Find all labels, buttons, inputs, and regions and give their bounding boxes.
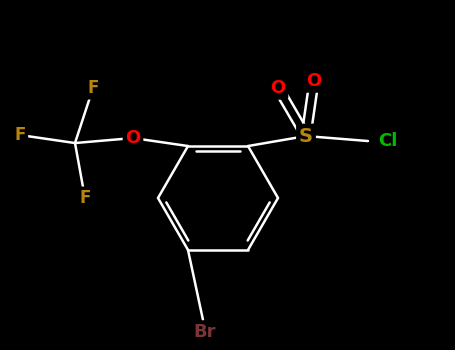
Text: F: F xyxy=(79,189,91,207)
Text: Br: Br xyxy=(194,323,216,341)
Text: O: O xyxy=(270,79,286,97)
Text: O: O xyxy=(126,129,141,147)
Text: Cl: Cl xyxy=(378,132,397,150)
Text: O: O xyxy=(306,72,322,90)
Text: F: F xyxy=(14,126,25,144)
Text: F: F xyxy=(87,79,99,97)
Text: S: S xyxy=(299,127,313,146)
